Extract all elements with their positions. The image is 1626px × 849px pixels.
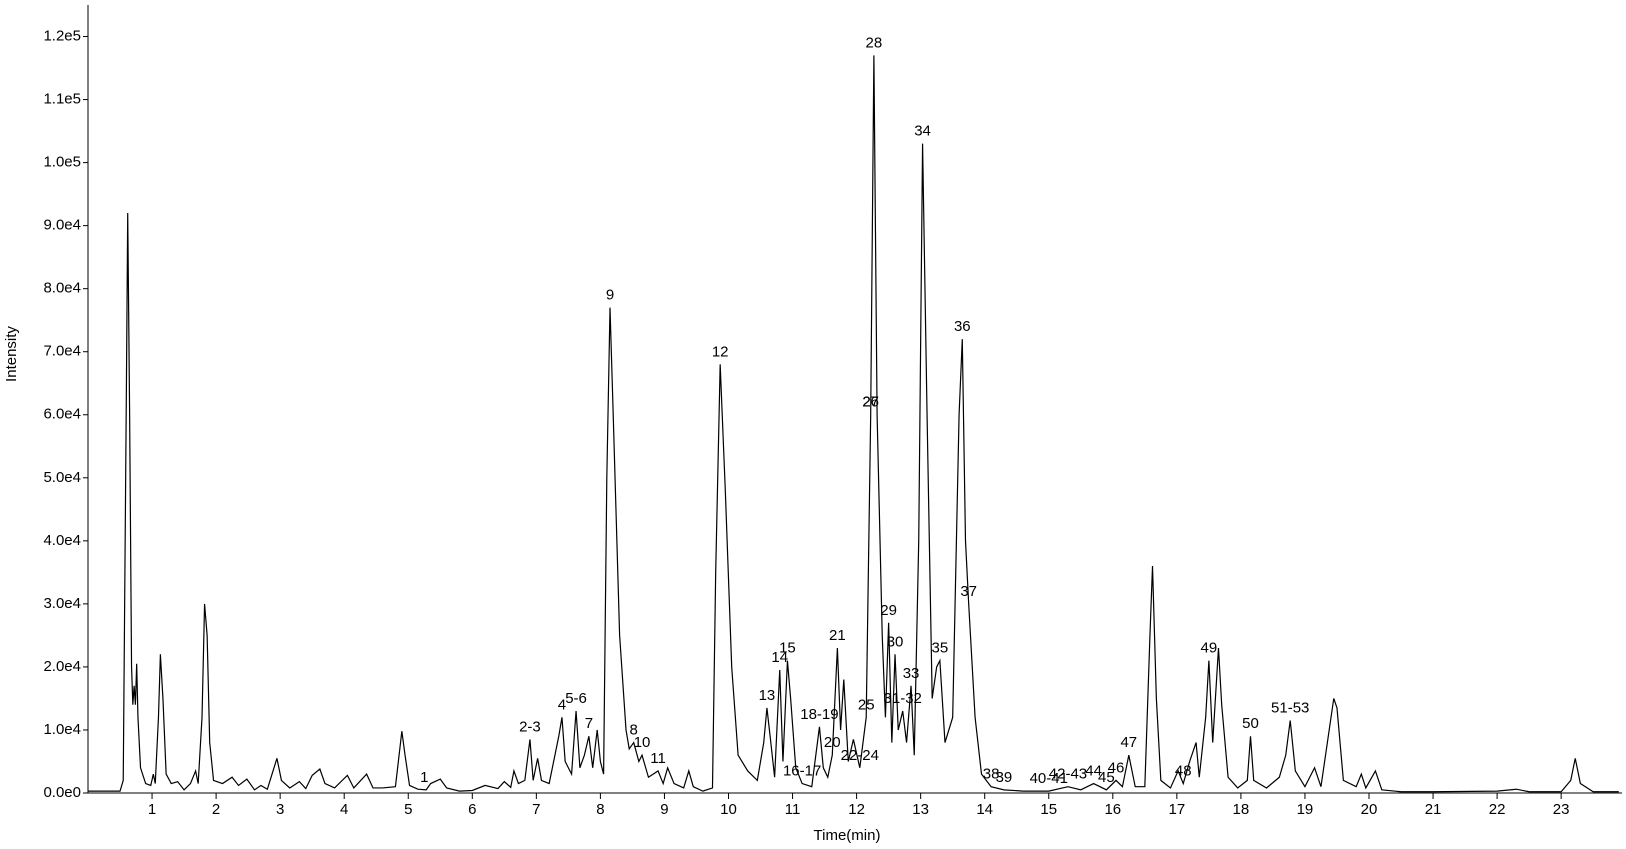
x-tick-label: 10 bbox=[720, 801, 737, 818]
peak-label: 37 bbox=[960, 583, 977, 600]
peak-label: 10 bbox=[634, 734, 651, 751]
x-tick-label: 22 bbox=[1489, 801, 1506, 818]
x-tick-label: 5 bbox=[404, 801, 412, 818]
peak-label: 18-19 bbox=[800, 706, 838, 723]
peak-label: 35 bbox=[932, 640, 949, 657]
peak-label: 34 bbox=[914, 123, 931, 140]
x-tick-label: 6 bbox=[468, 801, 476, 818]
trace bbox=[88, 55, 1619, 793]
peak-label: 42-43 bbox=[1049, 766, 1087, 783]
peak-label: 25 bbox=[858, 696, 875, 713]
peak-label: 26 bbox=[862, 394, 879, 411]
y-tick-label: 8.0e4 bbox=[43, 280, 81, 297]
x-tick-label: 16 bbox=[1104, 801, 1121, 818]
x-tick-label: 15 bbox=[1040, 801, 1057, 818]
peak-label: 40-41 bbox=[1030, 770, 1068, 787]
peak-label: 46 bbox=[1108, 759, 1125, 776]
x-tick-label: 23 bbox=[1553, 801, 1570, 818]
x-tick-label: 4 bbox=[340, 801, 348, 818]
y-tick-label: 1.0e5 bbox=[43, 154, 81, 171]
y-tick-label: 6.0e4 bbox=[43, 406, 81, 423]
peak-label: 51-53 bbox=[1271, 699, 1309, 716]
y-tick-label: 4.0e4 bbox=[43, 532, 81, 549]
x-tick-label: 20 bbox=[1361, 801, 1378, 818]
peak-label: 27 bbox=[862, 394, 879, 411]
y-tick-label: 1.1e5 bbox=[43, 91, 81, 108]
x-tick-label: 1 bbox=[148, 801, 156, 818]
y-axis-label: Intensity bbox=[3, 326, 20, 382]
x-tick-label: 12 bbox=[848, 801, 865, 818]
peak-label: 39 bbox=[996, 769, 1013, 786]
y-tick-label: 2.0e4 bbox=[43, 658, 81, 675]
peak-label: 7 bbox=[585, 715, 593, 732]
peak-label: 13 bbox=[759, 687, 776, 704]
peak-label: 38 bbox=[983, 766, 1000, 783]
x-tick-label: 3 bbox=[276, 801, 284, 818]
peak-label: 15 bbox=[779, 640, 796, 657]
peak-label: 29 bbox=[880, 602, 897, 619]
peak-label: 44 bbox=[1085, 763, 1102, 780]
peak-label: 36 bbox=[954, 318, 971, 335]
y-tick-label: 5.0e4 bbox=[43, 469, 81, 486]
x-tick-label: 2 bbox=[212, 801, 220, 818]
y-tick-label: 3.0e4 bbox=[43, 595, 81, 612]
peak-label: 31-32 bbox=[884, 690, 922, 707]
x-tick-label: 9 bbox=[660, 801, 668, 818]
y-tick-label: 1.2e5 bbox=[43, 27, 81, 44]
peak-label: 28 bbox=[866, 34, 883, 51]
peak-label: 47 bbox=[1120, 734, 1137, 751]
peak-label: 2-3 bbox=[519, 718, 541, 735]
peak-label: 9 bbox=[606, 287, 614, 304]
x-tick-label: 17 bbox=[1169, 801, 1186, 818]
peak-label: 33 bbox=[903, 665, 920, 682]
x-tick-label: 14 bbox=[976, 801, 993, 818]
peak-label: 8 bbox=[630, 722, 638, 739]
x-tick-label: 7 bbox=[532, 801, 540, 818]
y-tick-label: 0.0e0 bbox=[43, 784, 81, 801]
peak-label: 5-6 bbox=[565, 690, 587, 707]
peak-label: 1 bbox=[420, 769, 428, 786]
peak-label: 30 bbox=[887, 633, 904, 650]
peak-label: 16-17 bbox=[783, 763, 821, 780]
y-tick-label: 9.0e4 bbox=[43, 217, 81, 234]
peak-label: 50 bbox=[1242, 715, 1259, 732]
y-tick-label: 7.0e4 bbox=[43, 343, 81, 360]
peak-label: 20 bbox=[824, 734, 841, 751]
peak-label: 48 bbox=[1175, 763, 1192, 780]
peak-label: 14 bbox=[771, 649, 788, 666]
x-tick-label: 8 bbox=[596, 801, 604, 818]
x-tick-label: 11 bbox=[785, 801, 801, 818]
x-axis-label: Time(min) bbox=[814, 827, 881, 844]
peak-label: 11 bbox=[650, 750, 666, 767]
peak-label: 21 bbox=[829, 627, 846, 644]
x-tick-label: 13 bbox=[912, 801, 929, 818]
y-tick-label: 1.0e4 bbox=[43, 721, 81, 738]
peak-label: 4 bbox=[558, 696, 566, 713]
x-tick-label: 21 bbox=[1425, 801, 1442, 818]
peak-label: 45 bbox=[1098, 769, 1115, 786]
x-tick-label: 19 bbox=[1297, 801, 1314, 818]
x-tick-label: 18 bbox=[1233, 801, 1250, 818]
peak-label: 12 bbox=[712, 343, 729, 360]
peak-label: 49 bbox=[1201, 640, 1218, 657]
peak-label: 22-24 bbox=[841, 747, 879, 764]
